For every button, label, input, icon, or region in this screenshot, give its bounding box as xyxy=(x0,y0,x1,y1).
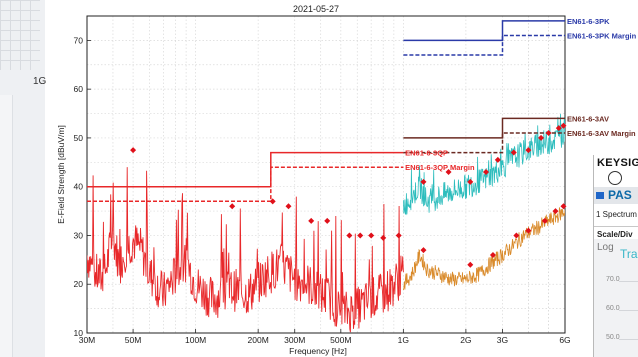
scale-label: Scale/Div xyxy=(597,230,633,239)
background-tick-label: 1G xyxy=(33,76,47,87)
verdict-bar: PAS xyxy=(594,187,638,204)
x-tick-label: 200M xyxy=(248,335,269,345)
limit-line-2 xyxy=(403,20,565,42)
spectrum-label: 1 Spectrum xyxy=(596,210,637,219)
peak-marker xyxy=(525,227,532,234)
peak-marker xyxy=(285,203,292,210)
plot-frame xyxy=(86,15,566,334)
series-2-trace xyxy=(403,207,565,291)
peak-marker xyxy=(552,208,559,215)
peak-marker xyxy=(494,156,501,163)
peak-marker xyxy=(545,130,552,137)
y-tick-label: 40 xyxy=(74,182,84,192)
peak-marker xyxy=(229,203,236,210)
limit-line-1 xyxy=(87,166,404,203)
limit-line-4 xyxy=(403,117,565,139)
x-tick-label: 50M xyxy=(125,335,142,345)
peak-marker xyxy=(130,147,137,154)
x-tick-label: 6G xyxy=(559,335,570,345)
peak-marker xyxy=(560,122,567,129)
y-tick-label: 20 xyxy=(74,279,84,289)
peak-marker xyxy=(510,149,517,156)
inset-divider xyxy=(594,226,638,227)
y-tick-label: 10 xyxy=(74,328,84,338)
limit-line-label: EN61-6-3QP Margin xyxy=(405,163,475,172)
background-grid xyxy=(0,0,40,70)
background-panel: 1G xyxy=(0,0,47,357)
x-tick-label: 3G xyxy=(497,335,508,345)
inset-tick-label: 50.0 xyxy=(606,334,620,341)
peak-marker xyxy=(489,251,496,258)
x-tick-label: 300M xyxy=(284,335,305,345)
peak-marker xyxy=(467,178,474,185)
verdict-flag-icon xyxy=(596,192,604,199)
peak-marker xyxy=(467,261,474,268)
y-tick-label: 50 xyxy=(74,133,84,143)
inset-gridline xyxy=(619,339,638,340)
inset-tick-label: 70.0 xyxy=(606,276,620,283)
limit-line-label: EN61-6-3PK Margin xyxy=(567,32,637,41)
peak-marker xyxy=(420,178,427,185)
limit-line-3 xyxy=(403,34,565,56)
x-tick-label: 1G xyxy=(398,335,409,345)
peak-marker xyxy=(445,169,452,176)
peak-marker xyxy=(380,234,387,241)
y-tick-label: 30 xyxy=(74,230,84,240)
peak-marker xyxy=(483,169,490,176)
log-label: Log xyxy=(597,242,614,253)
limit-line-0 xyxy=(87,151,404,188)
peak-marker xyxy=(420,247,427,254)
trace-label: Tra xyxy=(620,247,638,261)
peak-marker xyxy=(324,217,331,224)
limit-line-label: EN61-6-3QP xyxy=(405,149,448,158)
inset-gridline xyxy=(619,310,638,311)
peak-marker xyxy=(513,232,520,239)
series-1-trace xyxy=(403,113,565,216)
peak-marker xyxy=(560,203,567,210)
peak-marker xyxy=(538,134,545,141)
peak-marker xyxy=(346,232,353,239)
peak-marker xyxy=(368,232,375,239)
y-axis-label: E-Field Strength [dBuV/m] xyxy=(56,125,66,224)
limit-line-label: EN61-6-3PK xyxy=(567,17,610,26)
peak-marker xyxy=(357,232,364,239)
emission-chart: 30M 50M 100M 200M 300M 500M 1G 2G 3G 6G 10 20 30 40 50… xyxy=(56,4,637,356)
chart-title: 2021-05-27 xyxy=(293,4,339,14)
x-tick-label: 30M xyxy=(79,335,96,345)
limit-line-5 xyxy=(403,132,565,154)
background-side-panel xyxy=(0,95,13,357)
limit-line-label: EN61-6-3AV xyxy=(567,114,609,123)
inset-gridline xyxy=(619,281,638,282)
x-axis-label: Frequency [Hz] xyxy=(289,346,347,356)
analyzer-brand: KEYSIG xyxy=(597,157,638,169)
peak-marker xyxy=(541,217,548,224)
inset-plot-area xyxy=(594,239,638,357)
limit-line-label: EN61-6-3AV Margin xyxy=(567,129,636,138)
inset-tick-label: 60.0 xyxy=(606,305,620,312)
y-tick-label: 70 xyxy=(74,35,84,45)
verdict-text: PAS xyxy=(608,188,632,202)
peak-marker xyxy=(395,232,402,239)
analyzer-status-icon xyxy=(608,171,622,185)
x-tick-label: 2G xyxy=(460,335,471,345)
y-tick-label: 60 xyxy=(74,84,84,94)
series-0-trace xyxy=(87,167,404,333)
peak-marker xyxy=(525,147,532,154)
peak-marker xyxy=(555,125,562,132)
x-tick-label: 500M xyxy=(330,335,351,345)
spectrum-analyzer-inset: KEYSIG PAS 1 Spectrum Scale/Div Log Tra … xyxy=(593,155,638,357)
x-tick-label: 100M xyxy=(185,335,206,345)
peak-marker xyxy=(269,198,276,205)
peak-marker xyxy=(308,217,315,224)
